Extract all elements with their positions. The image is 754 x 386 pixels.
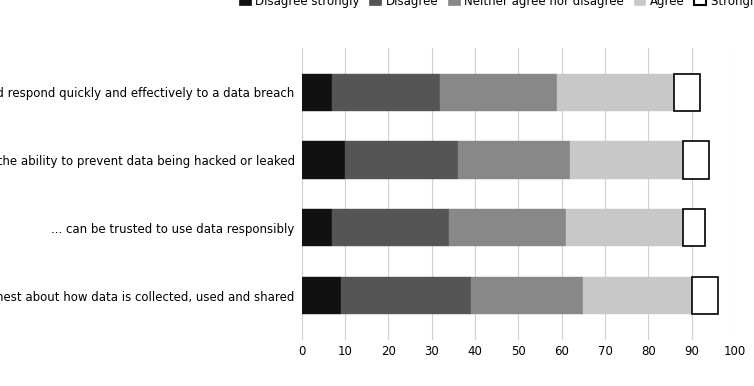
Bar: [302, 74, 332, 111]
Bar: [584, 277, 692, 314]
Bar: [683, 141, 709, 179]
Bar: [449, 209, 566, 247]
Bar: [332, 209, 449, 247]
Bar: [302, 141, 345, 179]
Bar: [302, 277, 341, 314]
Bar: [566, 209, 683, 247]
Bar: [345, 141, 458, 179]
Bar: [470, 277, 584, 314]
Bar: [332, 74, 440, 111]
Bar: [692, 277, 718, 314]
Bar: [341, 277, 470, 314]
Bar: [440, 74, 557, 111]
Bar: [458, 141, 570, 179]
Bar: [557, 74, 674, 111]
Bar: [674, 74, 700, 111]
Bar: [571, 141, 683, 179]
Bar: [302, 209, 332, 247]
Bar: [683, 209, 705, 247]
Legend: Disagree strongly, Disagree, Neither agree nor disagree, Agree, Strongly agree: Disagree strongly, Disagree, Neither agr…: [234, 0, 754, 12]
